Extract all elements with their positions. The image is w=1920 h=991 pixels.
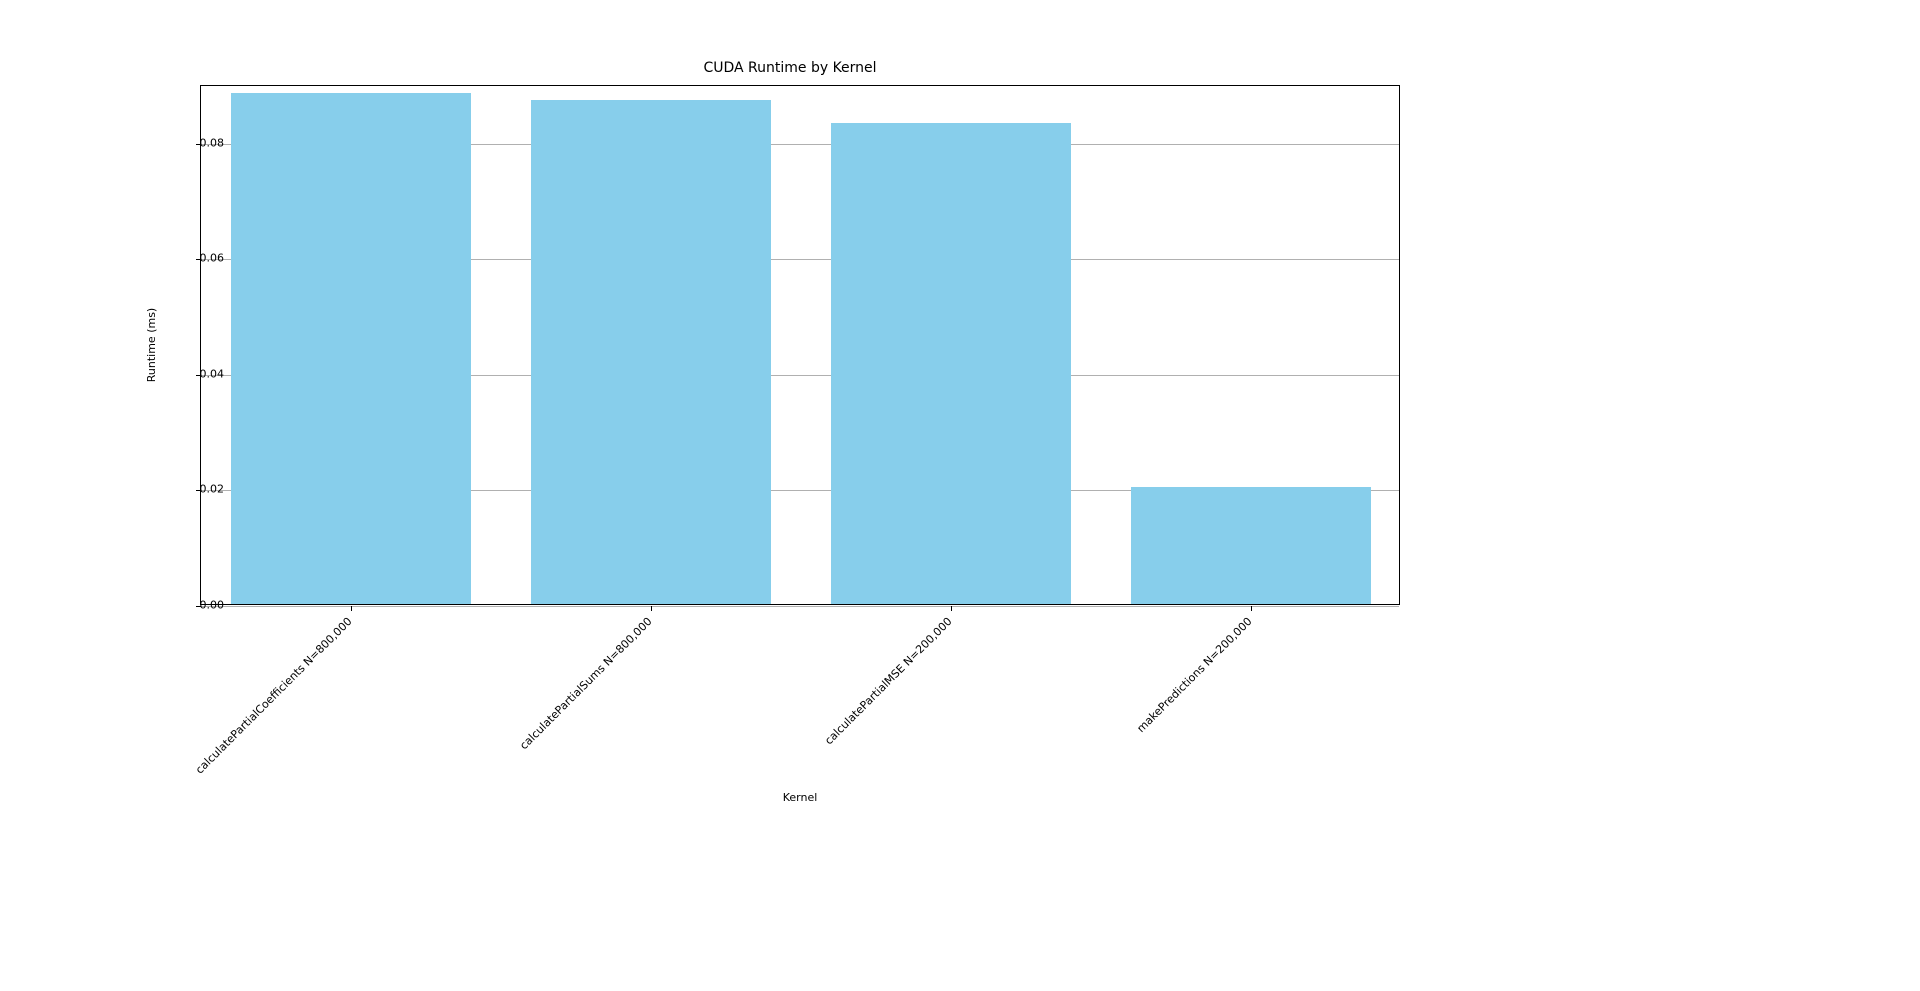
bar [231,93,471,604]
ytick-label: 0.02 [200,483,225,496]
ytick-label: 0.08 [200,136,225,149]
gridline [201,606,1399,607]
xtick-mark [1251,606,1252,611]
chart-container: CUDA Runtime by Kernel Kernel Runtime (m… [150,60,1430,810]
x-axis-label: Kernel [201,791,1399,804]
bar [1131,487,1371,604]
ytick-label: 0.06 [200,252,225,265]
xtick-mark [351,606,352,611]
xtick-mark [651,606,652,611]
bar [531,100,771,604]
ytick-label: 0.00 [200,599,225,612]
chart-title: CUDA Runtime by Kernel [150,60,1430,76]
plot-area: Kernel [200,85,1400,605]
y-axis-label: Runtime (ms) [145,308,158,382]
bar [831,123,1071,604]
xtick-mark [951,606,952,611]
ytick-label: 0.04 [200,367,225,380]
